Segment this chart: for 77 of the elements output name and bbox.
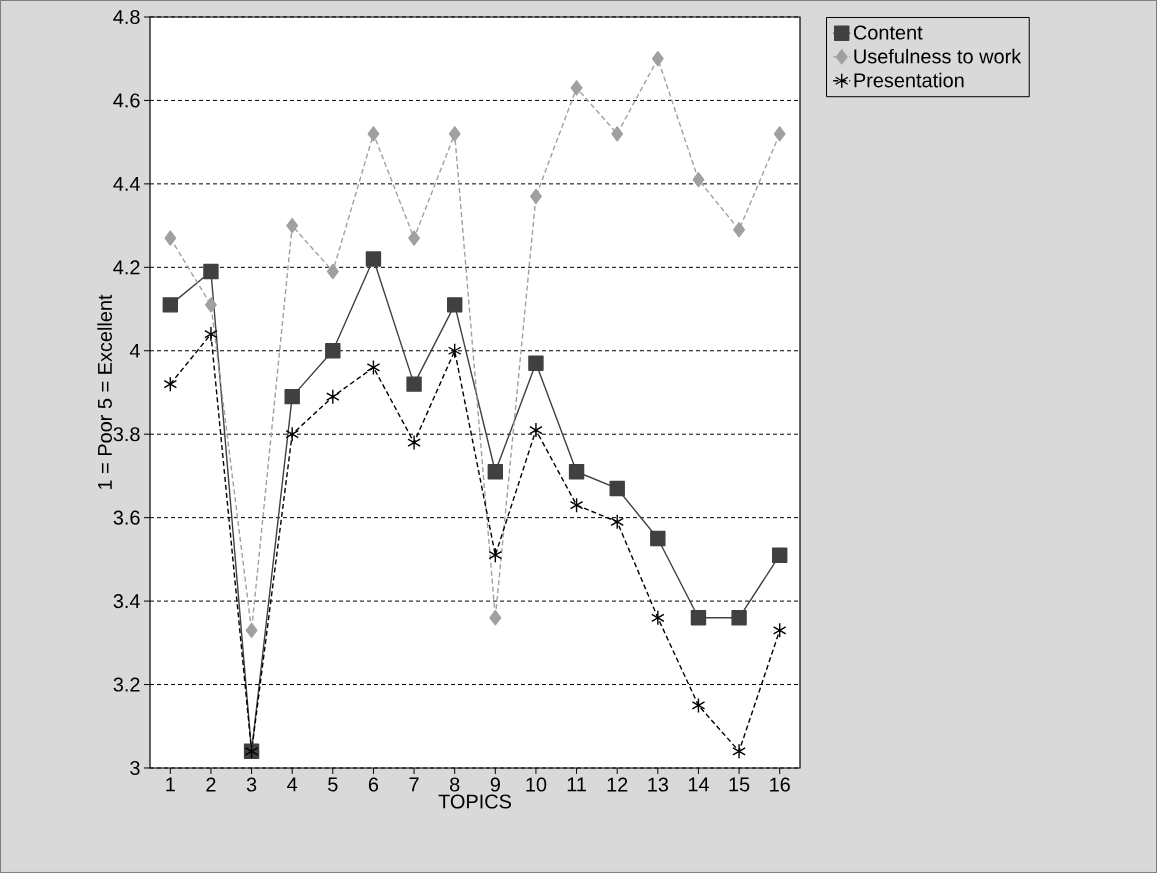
x-tick-label: 13	[648, 777, 669, 792]
y-tick-label: 3	[130, 760, 140, 776]
y-tick-label: 4.4	[113, 177, 140, 191]
x-axis-title: TOPICS	[438, 794, 512, 809]
point	[203, 263, 219, 280]
x-tick-label: 6	[368, 777, 379, 792]
point	[204, 326, 218, 342]
point	[366, 359, 381, 376]
y-tick-label: 4.2	[113, 260, 140, 275]
y-axis-title: 1 = Poor 5 = Excellent	[97, 294, 112, 489]
point	[528, 355, 544, 371]
point	[284, 388, 300, 405]
y-tick-label: 3.4	[113, 594, 140, 609]
point	[163, 376, 178, 392]
point	[326, 263, 339, 280]
point	[487, 464, 504, 480]
x-tick-label: 5	[328, 777, 338, 792]
point	[651, 51, 664, 67]
y-tick-label: 3.6	[113, 510, 140, 525]
x-tick-label: 16	[770, 777, 790, 792]
point	[447, 297, 463, 313]
point	[448, 126, 461, 142]
x-tick-label: 3	[246, 777, 257, 792]
y-tick-label: 4	[129, 343, 140, 358]
y-tick-label: 4.6	[113, 93, 140, 108]
point	[286, 217, 299, 234]
x-tick-label: 4	[287, 777, 298, 792]
x-tick-label: 14	[688, 777, 709, 792]
point	[732, 743, 746, 759]
point	[772, 622, 787, 638]
point	[530, 188, 542, 205]
point	[245, 622, 258, 638]
point	[488, 547, 503, 563]
legend-label: Usefulness to work	[854, 48, 1022, 64]
point	[325, 343, 341, 359]
point	[406, 376, 422, 392]
x-tick-label: 10	[526, 777, 547, 792]
x-tick-label: 7	[409, 777, 419, 792]
point	[731, 610, 747, 626]
x-tick-label: 12	[607, 777, 628, 792]
x-tick-label: 11	[567, 777, 586, 792]
point	[733, 222, 746, 238]
legend-label: Presentation	[854, 72, 964, 88]
point	[569, 497, 584, 513]
point	[610, 514, 624, 530]
point	[692, 172, 705, 188]
point	[285, 426, 299, 442]
x-tick-label: 9	[490, 777, 500, 792]
point	[489, 610, 502, 626]
point	[408, 230, 421, 246]
point	[367, 126, 380, 142]
point	[164, 230, 177, 246]
point	[772, 547, 788, 563]
point	[691, 697, 706, 714]
point	[773, 126, 786, 142]
x-tick-label: 1	[166, 777, 175, 792]
point	[651, 610, 665, 626]
point	[690, 610, 707, 626]
point	[365, 251, 382, 267]
point	[609, 480, 625, 497]
x-tick-label: 15	[729, 777, 750, 792]
y-tick-label: 3.2	[113, 677, 140, 692]
point	[407, 434, 421, 451]
point	[568, 464, 585, 480]
x-tick-label: 2	[206, 777, 216, 792]
point	[326, 388, 340, 405]
point	[162, 297, 179, 313]
y-tick-label: 4.8	[113, 9, 140, 25]
point	[570, 80, 583, 96]
point	[204, 297, 217, 313]
point	[447, 343, 462, 359]
x-tick-label: 8	[450, 777, 460, 792]
point	[529, 422, 543, 438]
point	[611, 126, 624, 142]
y-tick-label: 3.8	[113, 427, 140, 442]
point	[650, 530, 666, 547]
legend-label: Content	[853, 25, 923, 40]
